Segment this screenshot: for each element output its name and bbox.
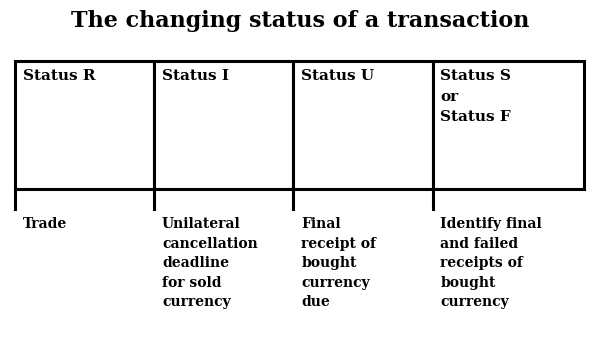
Text: Status I: Status I — [162, 69, 229, 83]
Text: Status U: Status U — [301, 69, 374, 83]
Text: Trade: Trade — [23, 217, 67, 232]
Text: Status S
or
Status F: Status S or Status F — [440, 69, 511, 124]
Bar — [15, 61, 154, 189]
Text: Status R: Status R — [23, 69, 95, 83]
Text: Unilateral
cancellation
deadline
for sold
currency: Unilateral cancellation deadline for sol… — [162, 217, 258, 309]
Bar — [433, 61, 584, 189]
Bar — [154, 61, 293, 189]
Text: The changing status of a transaction: The changing status of a transaction — [71, 10, 529, 32]
Text: Identify final
and failed
receipts of
bought
currency: Identify final and failed receipts of bo… — [440, 217, 542, 309]
Text: Final
receipt of
bought
currency
due: Final receipt of bought currency due — [301, 217, 376, 309]
Bar — [293, 61, 433, 189]
